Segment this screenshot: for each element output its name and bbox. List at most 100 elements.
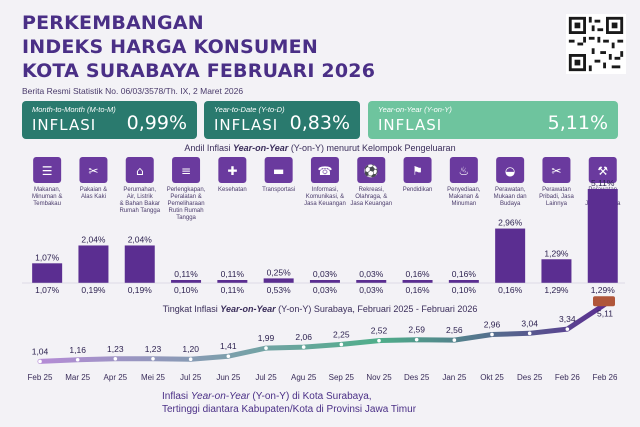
bar <box>124 245 155 283</box>
sport-icon-glyph: ⚽ <box>363 164 379 178</box>
category-label: Olahraga, & <box>355 194 387 200</box>
category-label: Budaya <box>500 201 521 207</box>
bar-secondary-label: 0,16% <box>498 285 523 295</box>
graduation-icon-glyph: ⚑ <box>412 164 423 178</box>
x-tick-label: Jul 25 <box>180 373 202 382</box>
page-title-line-2: INDEKS HARGA KONSUMEN <box>22 36 318 58</box>
category-label: Jasa Keuangan <box>350 201 392 207</box>
line-point <box>527 331 532 336</box>
sofa-icon <box>172 157 201 183</box>
footer-line-1: Inflasi Year-on-Year (Y-on-Y) di Kota Su… <box>162 390 416 403</box>
x-tick-label: Sep 25 <box>329 373 355 382</box>
category-label: Rutin Rumah <box>169 208 204 214</box>
line-point <box>414 337 419 342</box>
x-tick-label: Mar 25 <box>65 373 90 382</box>
scissors-icon <box>542 157 571 183</box>
footer-line-1-em: Year-on-Year <box>190 391 250 402</box>
bar-chart-title: Andil Inflasi Year-on-Year (Y-on-Y) menu… <box>0 143 640 153</box>
category-label: Tangga <box>176 215 196 221</box>
sport-icon <box>357 157 386 183</box>
point-label: 5,11 <box>597 308 613 318</box>
bar-secondary-label: 0,16% <box>405 285 430 295</box>
restaurant-icon <box>449 157 478 183</box>
category-label: Minuman & <box>32 194 62 200</box>
bar <box>448 280 479 283</box>
x-tick-label: Agu 25 <box>291 373 317 382</box>
inflation-card-mtm: Month-to-Month (M-to-M) INFLASI 0,99% <box>22 101 197 139</box>
category-label: Tembakau <box>33 201 61 207</box>
line-point <box>565 327 570 331</box>
bar-value-label: 2,04% <box>128 234 153 244</box>
house-icon <box>125 157 154 183</box>
x-tick-label: Jun 25 <box>216 373 241 382</box>
bar-chart-title-pre: Andil Inflasi <box>184 143 233 153</box>
bar <box>32 263 63 283</box>
bar-secondary-label: 0,53% <box>267 285 292 295</box>
x-tick-label: Jan 25 <box>442 373 467 382</box>
bar-chart-title-em: Year-on-Year <box>232 143 289 153</box>
card-ytd-label: INFLASI <box>214 116 279 134</box>
x-tick-label: Feb 26 <box>555 373 580 382</box>
category-label: Informasi, <box>312 187 339 193</box>
line-chart-title-pre: Tingkat Inflasi <box>162 304 221 314</box>
bar-value-label: 2,96% <box>498 218 523 228</box>
bowl-icon-glyph: ◒ <box>505 164 515 178</box>
footer-line-1-post: (Y-on-Y) di Kota Surabaya, <box>249 391 372 402</box>
bar-secondary-label: 0,19% <box>81 285 106 295</box>
bar <box>171 280 202 283</box>
footer-line-1-pre: Inflasi <box>162 391 191 402</box>
bar-secondary-label: 0,10% <box>452 285 477 295</box>
category-label: Pribadi, Jasa <box>539 194 574 200</box>
clothes-icon <box>79 157 108 183</box>
point-label: 3,04 <box>521 318 538 328</box>
restaurant-icon-glyph: ♨ <box>458 164 469 178</box>
phone-icon-glyph: ☎ <box>317 164 332 178</box>
bar-value-label: 0,16% <box>452 269 477 279</box>
line-series <box>37 301 608 364</box>
bar <box>495 228 526 283</box>
category-label: Minuman <box>452 201 477 207</box>
bar-secondary-label: 1,29% <box>591 285 616 295</box>
category-label: Kesehatan <box>218 187 247 193</box>
point-label: 1,20 <box>182 344 199 354</box>
qr-code-icon[interactable] <box>566 14 626 74</box>
category-label: Rumah Tangga <box>119 208 160 214</box>
x-tick-label: Feb 26 <box>593 373 618 382</box>
card-yoy-label: INFLASI <box>378 116 443 134</box>
card-ytd-subtitle: Year-to-Date (Y-to-D) <box>214 105 285 114</box>
inflation-card-yoy: Year-on-Year (Y-on-Y) INFLASI 5,11% <box>368 101 618 139</box>
category-label: Pakaian & <box>80 187 107 193</box>
category-label: Makanan, <box>34 187 61 193</box>
bar-value-label: 2,04% <box>81 234 106 244</box>
bar-chart-title-post: (Y-on-Y) menurut Kelompok Pengeluaran <box>288 143 456 153</box>
bar-value-label: 1,29% <box>544 248 569 258</box>
category-label: & Bahan Bakar <box>120 201 160 207</box>
footer-line-2: Tertinggi diantara Kabupaten/Kota di Pro… <box>162 404 417 415</box>
line-point <box>301 345 306 349</box>
category-label: Alas Kaki <box>81 194 106 200</box>
line-chart-title-post: (Y-on-Y) Surabaya, Februari 2025 - Febru… <box>275 304 478 314</box>
bar-value-label: 0,03% <box>359 269 384 279</box>
line-point <box>226 354 231 359</box>
line-point <box>377 338 381 343</box>
point-label: 1,16 <box>69 345 86 355</box>
page-title-line-3: KOTA SURABAYA FEBRUARI 2026 <box>22 60 376 82</box>
clothes-icon-glyph: ✂ <box>88 164 98 178</box>
bar-value-label: 5,11% <box>591 178 615 188</box>
line-point <box>188 357 193 361</box>
cutlery-icon <box>33 157 62 183</box>
point-label: 2,96 <box>484 319 501 329</box>
bar-value-label: 1,07% <box>35 252 60 262</box>
tools-icon-glyph: ⚒ <box>597 164 608 178</box>
category-label: Pemeliharaan <box>168 201 205 207</box>
card-yoy-value: 5,11% <box>547 112 608 134</box>
category-label: Rekreasi, <box>359 187 385 193</box>
category-label: Pendidikan <box>403 187 433 193</box>
point-label: 1,04 <box>32 346 49 356</box>
line-point <box>113 356 118 361</box>
line-point <box>38 359 42 364</box>
bar <box>541 259 572 283</box>
line-point <box>490 332 494 337</box>
point-label: 3,34 <box>559 314 576 324</box>
line-point <box>339 342 344 347</box>
